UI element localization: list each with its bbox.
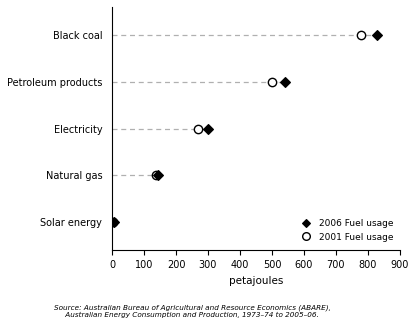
X-axis label: petajoules: petajoules	[229, 276, 283, 286]
Legend: 2006 Fuel usage, 2001 Fuel usage: 2006 Fuel usage, 2001 Fuel usage	[296, 217, 395, 243]
Text: Source: Australian Bureau of Agricultural and Resource Economics (ABARE),
     A: Source: Australian Bureau of Agricultura…	[54, 304, 331, 318]
